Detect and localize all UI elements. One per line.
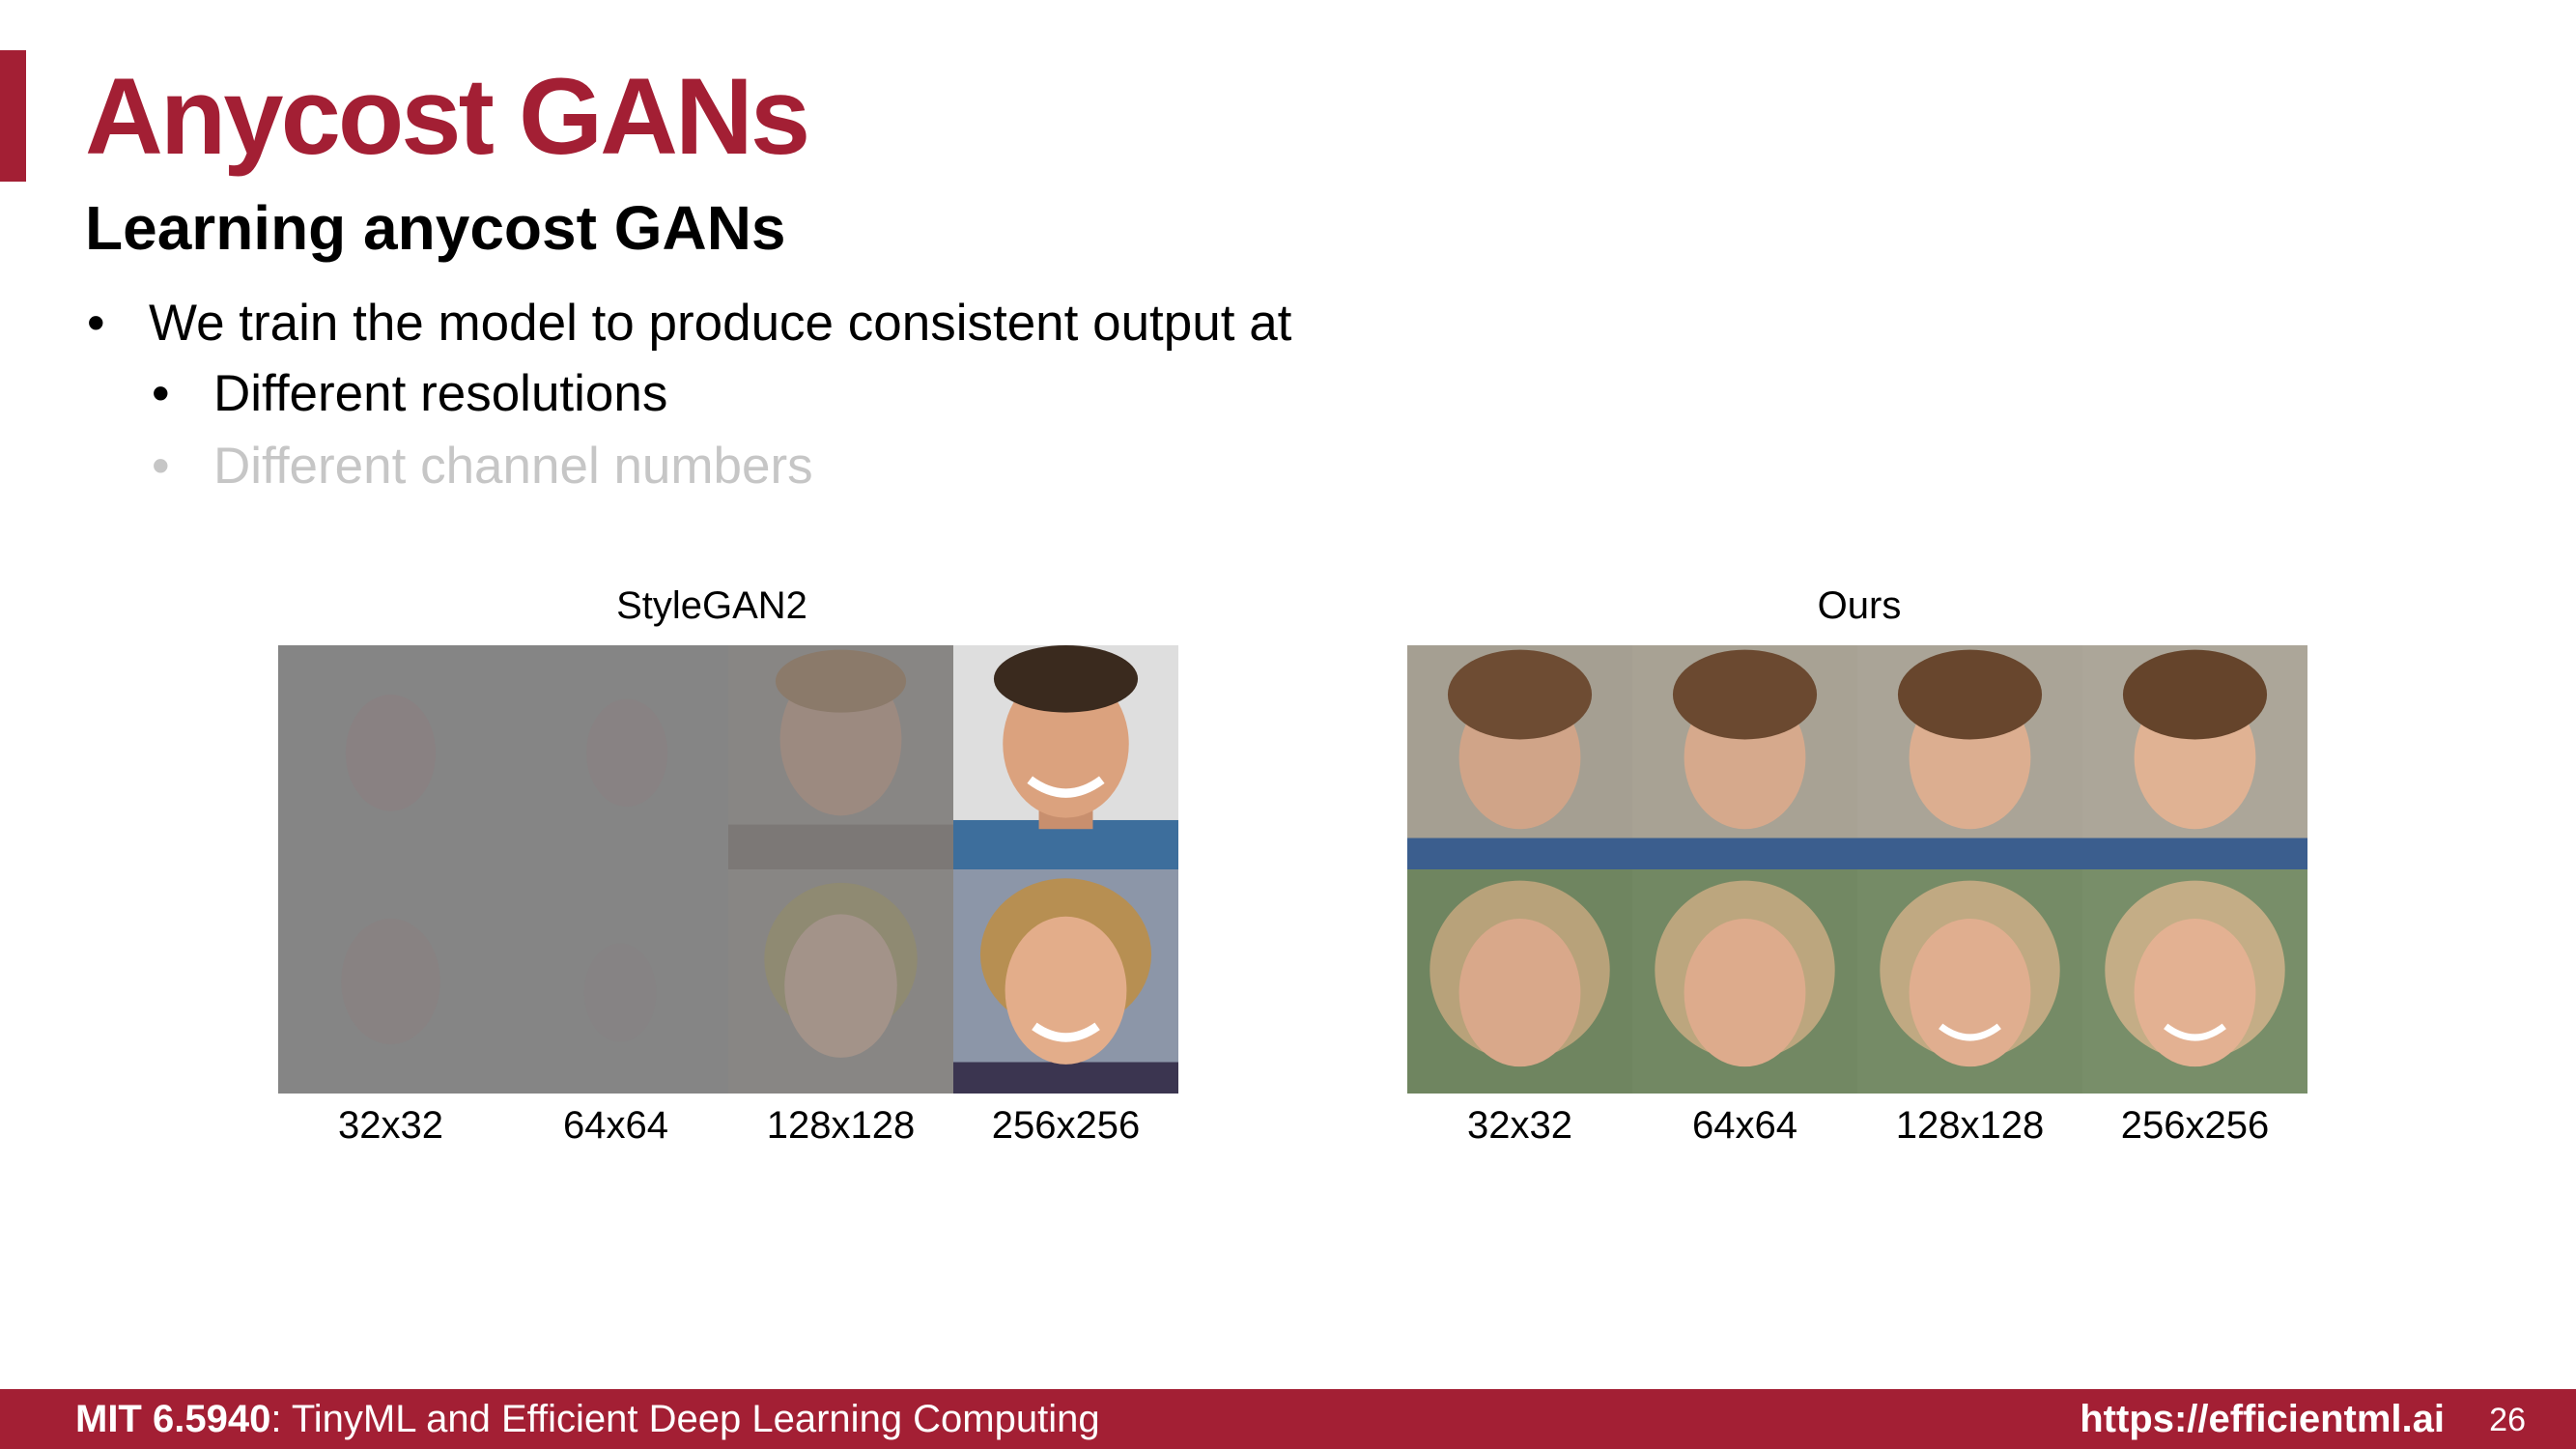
stylegan2-256-man-image [953, 645, 1178, 869]
ours-256-boy-image [2082, 645, 2307, 869]
course-code: MIT 6.5940 [75, 1398, 271, 1440]
stylegan2-image-grid [278, 645, 1178, 1094]
ours-panel-title: Ours [1817, 584, 1902, 627]
stylegan2-64-boy-image [503, 645, 728, 869]
stylegan2-32-boy-image [278, 645, 503, 869]
sub-bullet-item-dimmed: • Different channel numbers [152, 433, 813, 500]
stylegan2-128-man-image [728, 645, 953, 869]
resolution-label: 256x256 [2120, 1104, 2270, 1147]
bullet-item: • We train the model to produce consiste… [87, 290, 1292, 357]
resolution-label: 64x64 [563, 1104, 668, 1147]
resolution-label: 128x128 [1895, 1104, 2045, 1147]
stylegan2-resolution-labels: 32x32 64x64 128x128 256x256 [278, 1101, 1178, 1150]
sub-bullet-text: Different channel numbers [213, 438, 813, 495]
bullet-dot-icon: • [152, 365, 170, 422]
resolution-label: 64x64 [1692, 1104, 1798, 1147]
sub-bullet-text: Different resolutions [213, 365, 668, 422]
stylegan2-64-woman-image [503, 869, 728, 1094]
ours-64-woman-image [1632, 869, 1857, 1094]
ours-32-woman-image [1407, 869, 1632, 1094]
ours-128-boy-image [1857, 645, 2082, 869]
title-accent-bar [0, 50, 26, 182]
bullet-text: We train the model to produce consistent… [149, 295, 1292, 352]
ours-256-woman-image [2082, 869, 2307, 1094]
sub-bullet-item: • Different resolutions [152, 360, 668, 428]
stylegan2-32-woman-image [278, 869, 503, 1094]
resolution-label: 128x128 [766, 1104, 916, 1147]
bullet-dot-icon: • [152, 438, 170, 495]
resolution-label: 32x32 [338, 1104, 443, 1147]
slide-title: Anycost GANs [85, 56, 810, 177]
slide-subtitle: Learning anycost GANs [85, 193, 786, 263]
stylegan2-panel-title: StyleGAN2 [616, 584, 807, 627]
slide-footer: MIT 6.5940: TinyML and Efficient Deep Le… [0, 1389, 2576, 1449]
resolution-label: 32x32 [1467, 1104, 1572, 1147]
bullet-dot-icon: • [87, 295, 105, 352]
course-url-link[interactable]: https://efficientml.ai [2080, 1398, 2445, 1440]
ours-32-boy-image [1407, 645, 1632, 869]
course-name: : TinyML and Efficient Deep Learning Com… [270, 1398, 1100, 1440]
course-info: MIT 6.5940: TinyML and Efficient Deep Le… [75, 1397, 1100, 1441]
page-number: 26 [2489, 1402, 2526, 1438]
ours-128-woman-image [1857, 869, 2082, 1094]
stylegan2-128-woman-image [728, 869, 953, 1094]
ours-resolution-labels: 32x32 64x64 128x128 256x256 [1407, 1101, 2307, 1150]
stylegan2-256-woman-image [953, 869, 1178, 1094]
resolution-label: 256x256 [991, 1104, 1141, 1147]
ours-64-boy-image [1632, 645, 1857, 869]
ours-image-grid [1407, 645, 2307, 1094]
